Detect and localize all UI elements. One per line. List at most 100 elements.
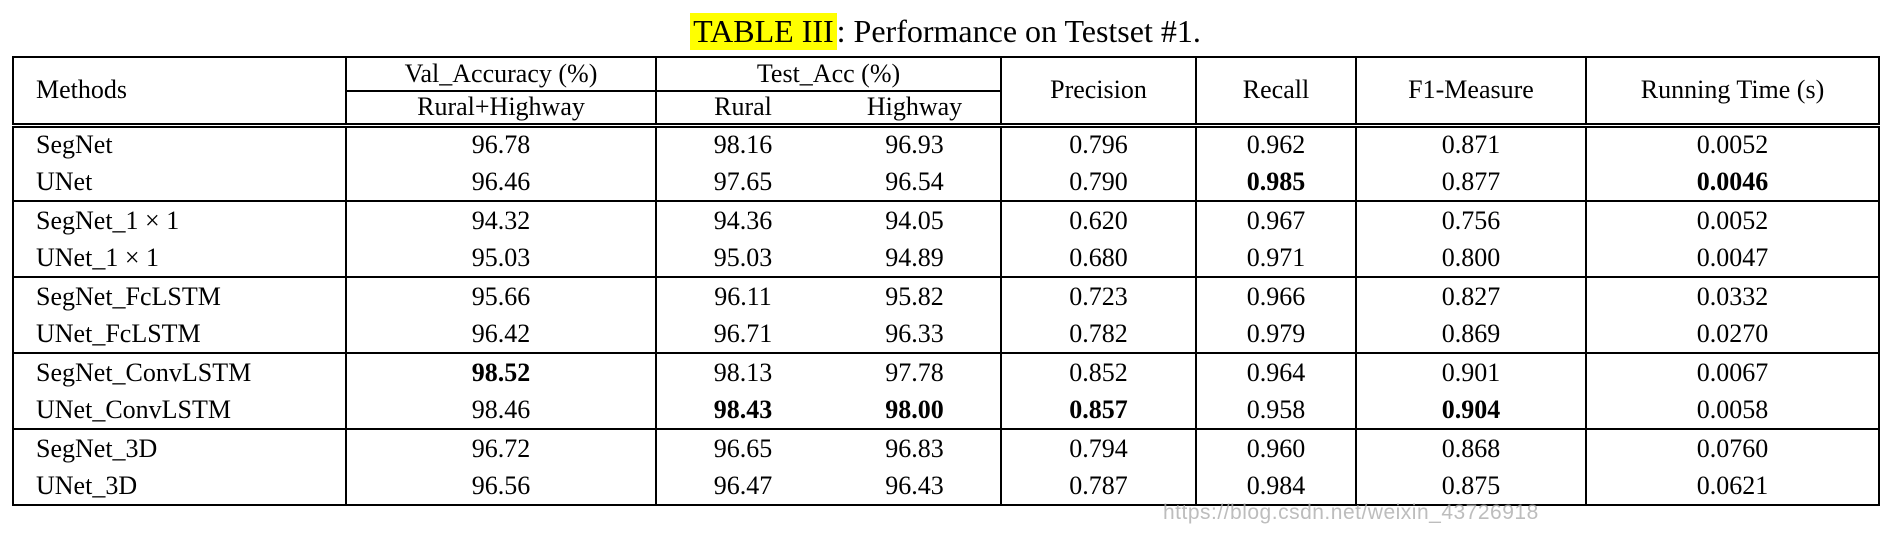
cell-precision: 0.787	[1000, 467, 1196, 505]
cell-running-time: 0.0058	[1585, 391, 1879, 429]
group-3d: SegNet_3D 96.72 96.65 96.83 0.794 0.960 …	[13, 429, 1879, 505]
cell-highway: 94.05	[885, 205, 944, 235]
cell-val-accuracy: 94.32	[345, 201, 656, 239]
cell-highway: 96.93	[885, 130, 944, 160]
header-methods: Methods	[13, 57, 346, 128]
cell-f1: 0.877	[1355, 163, 1586, 201]
cell-rural: 96.65	[655, 429, 829, 467]
cell-highway: 95.82	[885, 281, 944, 311]
cell-recall: 0.979	[1195, 315, 1356, 353]
header-highway: Highway	[829, 91, 1001, 128]
cell-val-accuracy: 96.56	[345, 467, 656, 505]
cell-precision: 0.723	[1000, 277, 1196, 315]
table-row: UNet_FcLSTM 96.42 96.71 96.33 0.782 0.97…	[13, 315, 1879, 353]
cell-val-accuracy: 96.46	[345, 163, 656, 201]
table-row: SegNet_1 × 1 94.32 94.36 94.05 0.620 0.9…	[13, 201, 1879, 239]
cell-f1: 0.827	[1355, 277, 1586, 315]
cell-f1: 0.904	[1355, 391, 1586, 429]
cell-method: SegNet	[36, 130, 113, 160]
cell-f1: 0.756	[1355, 201, 1586, 239]
group-convlstm: SegNet_ConvLSTM 98.52 98.13 97.78 0.852 …	[13, 353, 1879, 429]
table-row: UNet_3D 96.56 96.47 96.43 0.787 0.984 0.…	[13, 467, 1879, 505]
title-highlight: TABLE III	[690, 12, 837, 50]
cell-rural: 96.47	[655, 467, 829, 505]
performance-table: Methods Val_Accuracy (%) Test_Acc (%) Pr…	[12, 56, 1880, 506]
table-row: UNet 96.46 97.65 96.54 0.790 0.985 0.877…	[13, 163, 1879, 201]
cell-precision: 0.794	[1000, 429, 1196, 467]
title-rest: : Performance on Testset #1.	[836, 12, 1201, 49]
cell-recall: 0.962	[1195, 125, 1356, 163]
cell-rural: 96.11	[655, 277, 829, 315]
cell-method: UNet	[36, 166, 93, 196]
cell-precision: 0.857	[1000, 391, 1196, 429]
cell-f1: 0.868	[1355, 429, 1586, 467]
group-1x1: SegNet_1 × 1 94.32 94.36 94.05 0.620 0.9…	[13, 201, 1879, 277]
cell-rural: 95.03	[655, 239, 829, 277]
cell-precision: 0.790	[1000, 163, 1196, 201]
table-row: SegNet_3D 96.72 96.65 96.83 0.794 0.960 …	[13, 429, 1879, 467]
cell-rural: 98.13	[655, 353, 829, 391]
cell-val-accuracy: 96.72	[345, 429, 656, 467]
cell-recall: 0.967	[1195, 201, 1356, 239]
cell-method: UNet_3D	[36, 470, 138, 500]
cell-val-accuracy: 95.66	[345, 277, 656, 315]
table-row: SegNet_FcLSTM 95.66 96.11 95.82 0.723 0.…	[13, 277, 1879, 315]
header-test-acc: Test_Acc (%)	[655, 57, 1001, 92]
cell-rural: 96.71	[655, 315, 829, 353]
header-val-accuracy: Val_Accuracy (%)	[345, 57, 656, 92]
cell-method: SegNet_1 × 1	[36, 205, 180, 235]
cell-precision: 0.852	[1000, 353, 1196, 391]
header-rural: Rural	[655, 91, 829, 128]
cell-recall: 0.984	[1195, 467, 1356, 505]
cell-method: SegNet_3D	[36, 433, 158, 463]
cell-f1: 0.901	[1355, 353, 1586, 391]
cell-precision: 0.680	[1000, 239, 1196, 277]
table-row: SegNet 96.78 98.16 96.93 0.796 0.962 0.8…	[13, 125, 1879, 163]
cell-recall: 0.971	[1195, 239, 1356, 277]
cell-highway: 96.54	[885, 166, 944, 196]
cell-highway: 98.00	[885, 394, 944, 424]
cell-recall: 0.964	[1195, 353, 1356, 391]
cell-precision: 0.782	[1000, 315, 1196, 353]
header-rural-highway: Rural+Highway	[345, 91, 656, 128]
cell-running-time: 0.0332	[1585, 277, 1879, 315]
cell-running-time: 0.0270	[1585, 315, 1879, 353]
table-row: SegNet_ConvLSTM 98.52 98.13 97.78 0.852 …	[13, 353, 1879, 391]
cell-recall: 0.960	[1195, 429, 1356, 467]
cell-f1: 0.871	[1355, 125, 1586, 163]
cell-rural: 94.36	[655, 201, 829, 239]
header-f1-measure: F1-Measure	[1355, 57, 1586, 128]
cell-val-accuracy: 98.52	[345, 353, 656, 391]
header-recall: Recall	[1195, 57, 1356, 128]
cell-recall: 0.985	[1195, 163, 1356, 201]
cell-val-accuracy: 95.03	[345, 239, 656, 277]
csdn-watermark: https://blog.csdn.net/weixin_43726918	[1163, 501, 1539, 524]
cell-rural: 98.16	[655, 125, 829, 163]
cell-highway: 97.78	[885, 357, 944, 387]
cell-rural: 98.43	[655, 391, 829, 429]
cell-running-time: 0.0052	[1585, 201, 1879, 239]
cell-running-time: 0.0046	[1585, 163, 1879, 201]
cell-running-time: 0.0621	[1585, 467, 1879, 505]
header-running-time: Running Time (s)	[1585, 57, 1879, 128]
table-row: UNet_ConvLSTM 98.46 98.43 98.00 0.857 0.…	[13, 391, 1879, 429]
cell-running-time: 0.0067	[1585, 353, 1879, 391]
group-fclstm: SegNet_FcLSTM 95.66 96.11 95.82 0.723 0.…	[13, 277, 1879, 353]
cell-recall: 0.966	[1195, 277, 1356, 315]
cell-method: UNet_FcLSTM	[36, 318, 201, 348]
cell-val-accuracy: 98.46	[345, 391, 656, 429]
cell-method: SegNet_ConvLSTM	[36, 357, 252, 387]
cell-method: UNet_1 × 1	[36, 242, 159, 272]
cell-rural: 97.65	[655, 163, 829, 201]
table-row: UNet_1 × 1 95.03 95.03 94.89 0.680 0.971…	[13, 239, 1879, 277]
cell-f1: 0.869	[1355, 315, 1586, 353]
cell-running-time: 0.0760	[1585, 429, 1879, 467]
cell-f1: 0.800	[1355, 239, 1586, 277]
group-baseline: SegNet 96.78 98.16 96.93 0.796 0.962 0.8…	[13, 125, 1879, 201]
cell-precision: 0.796	[1000, 125, 1196, 163]
cell-highway: 94.89	[885, 242, 944, 272]
cell-method: SegNet_FcLSTM	[36, 281, 221, 311]
cell-method: UNet_ConvLSTM	[36, 394, 231, 424]
cell-highway: 96.33	[885, 318, 944, 348]
cell-running-time: 0.0047	[1585, 239, 1879, 277]
